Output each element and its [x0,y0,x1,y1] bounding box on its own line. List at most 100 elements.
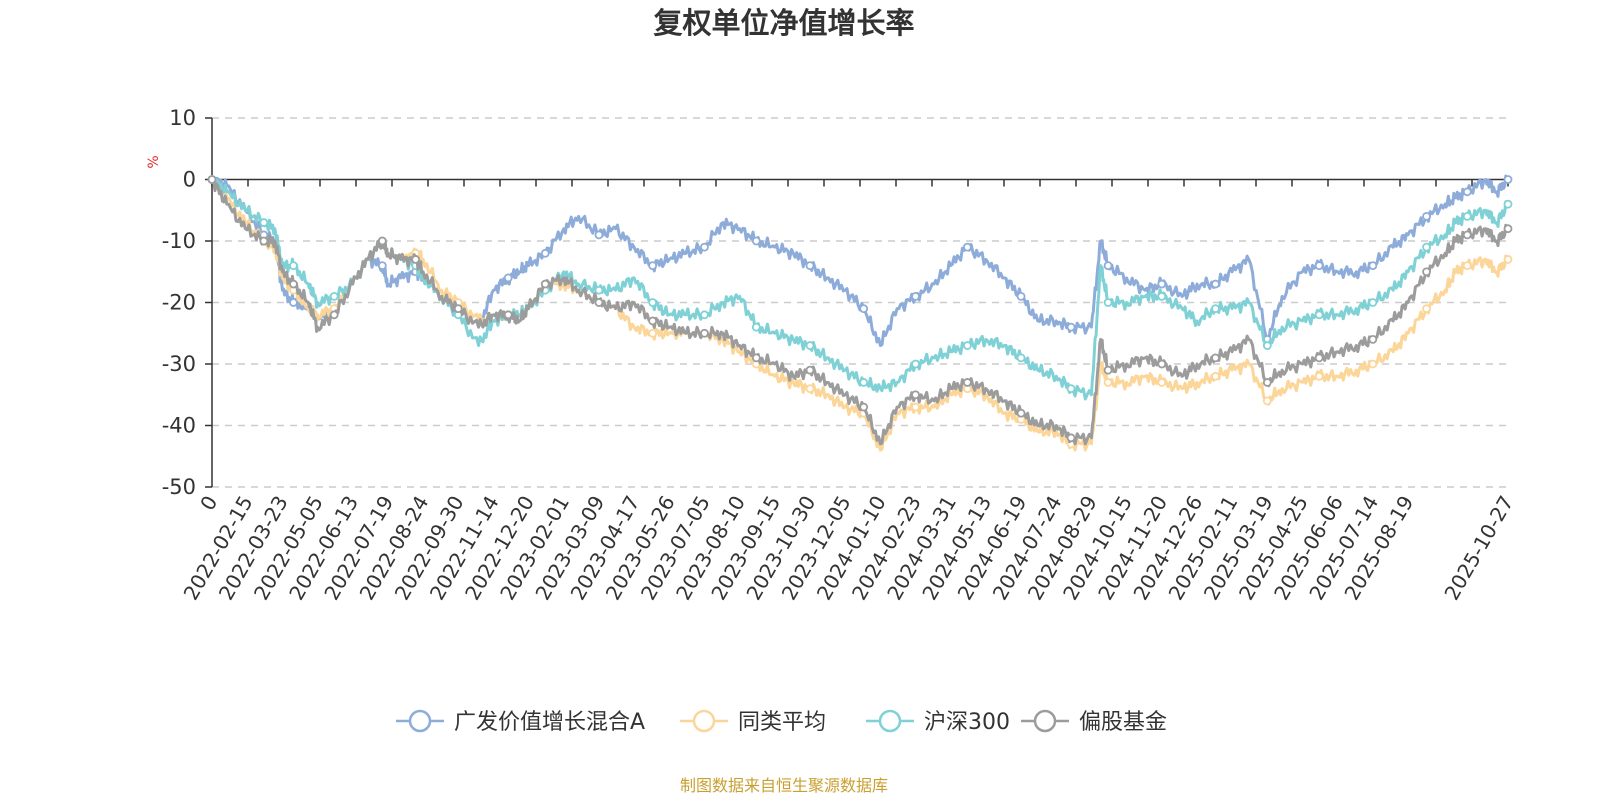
data-point [1262,378,1272,387]
data-point [594,230,604,240]
data-point [648,316,658,326]
data-point [805,261,815,271]
data-point [1422,267,1431,277]
series-line [211,178,1510,401]
y-unit-label: % [146,155,162,168]
legend[interactable]: 广发价值增长混合A 同类平均 沪深300 偏股基金 [396,709,1167,735]
data-point [1157,359,1167,369]
data-point [700,242,709,252]
data-point [1016,353,1026,363]
legend-label: 沪深300 [924,710,1010,735]
data-point [648,328,658,338]
legend-marker [878,709,902,733]
data-point [1314,261,1324,271]
data-point [805,341,815,350]
data-point [1368,334,1378,344]
data-point [1368,298,1378,307]
series-lines [207,174,1513,452]
legend-marker [408,709,432,733]
data-point [1503,255,1513,264]
data-point [911,402,920,412]
data-point [805,365,815,375]
legend-marker [692,709,716,733]
data-point [1262,396,1272,406]
data-point [1422,242,1431,252]
data-point [1462,211,1472,221]
data-point [1314,353,1324,363]
data-point [1368,359,1378,369]
y-tick-label: -10 [162,229,196,253]
data-point [1211,371,1220,381]
data-point [1422,304,1431,314]
y-tick-label: -50 [162,475,196,499]
data-point [1157,279,1167,289]
data-point [751,353,761,363]
data-point [453,304,463,314]
legend-label: 同类平均 [738,710,826,735]
data-point [1103,261,1113,271]
y-axis-ticks: 10 0 -10 -20 -30 -40 -50 [162,106,196,499]
data-point [289,298,298,307]
data-point [503,310,513,320]
data-point [1314,310,1324,320]
y-tick-label: 0 [183,168,196,192]
y-tick-label: -20 [162,291,196,315]
y-tick-label: 10 [169,106,196,130]
data-point [648,261,658,271]
data-point [259,236,269,246]
data-point [377,236,387,246]
data-point [1368,261,1378,271]
data-point [1462,230,1472,240]
legend-item[interactable]: 广发价值增长混合A [396,709,645,735]
data-point [1066,322,1076,332]
legend-label: 广发价值增长混合A [454,710,645,735]
data-point [648,298,658,307]
data-point [1462,261,1472,271]
data-point [1016,291,1026,301]
data-point [1157,378,1167,387]
data-point [503,273,513,283]
data-point [1262,341,1272,350]
data-point [594,298,604,307]
data-point [1103,378,1113,387]
grid-lines [212,117,1508,488]
data-point [962,242,972,252]
data-point [911,359,920,369]
data-point [1211,279,1220,289]
data-point [751,322,761,332]
data-point [859,378,869,387]
data-point [1503,175,1513,184]
y-tick-label: -30 [162,352,196,376]
data-point [411,255,421,264]
data-point [962,378,972,387]
data-point [540,279,550,289]
legend-label: 偏股基金 [1079,710,1167,735]
data-point [289,261,298,271]
data-point [1211,304,1220,314]
x-tick-label: 2025-10-27 [1439,492,1518,605]
y-tick-label: -40 [162,414,196,438]
legend-item[interactable]: 沪深300 [866,709,1010,735]
data-point [962,341,972,350]
data-point [911,291,920,301]
legend-item[interactable]: 同类平均 [680,709,826,735]
chart-title: 复权单位净值增长率 [653,6,914,40]
data-point [540,248,550,258]
data-point [1157,291,1167,301]
legend-item[interactable]: 偏股基金 [1021,709,1167,735]
data-point [1314,371,1324,381]
data-point [751,236,761,246]
data-point [1503,224,1513,234]
data-point [1016,408,1026,418]
data-point [1462,187,1472,197]
series-line [210,178,1510,446]
data-point [1422,211,1431,221]
data-point [594,285,604,295]
series-line [211,174,1510,347]
x-tick-label: 0 [195,492,222,515]
legend-marker [1033,709,1057,733]
data-point [1503,199,1513,209]
data-point [700,310,709,320]
data-source: 制图数据来自恒生聚源数据库 [680,776,888,795]
